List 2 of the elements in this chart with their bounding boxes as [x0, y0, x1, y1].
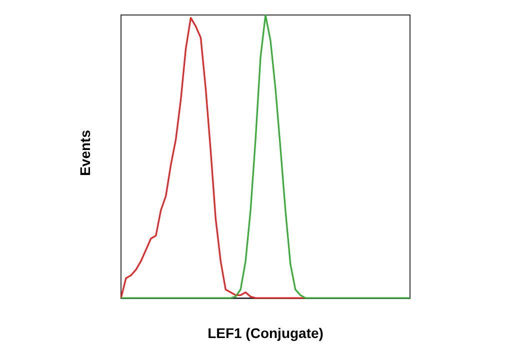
- y-axis-title: Events: [77, 130, 93, 176]
- x-axis-title: LEF1 (Conjugate): [208, 325, 324, 341]
